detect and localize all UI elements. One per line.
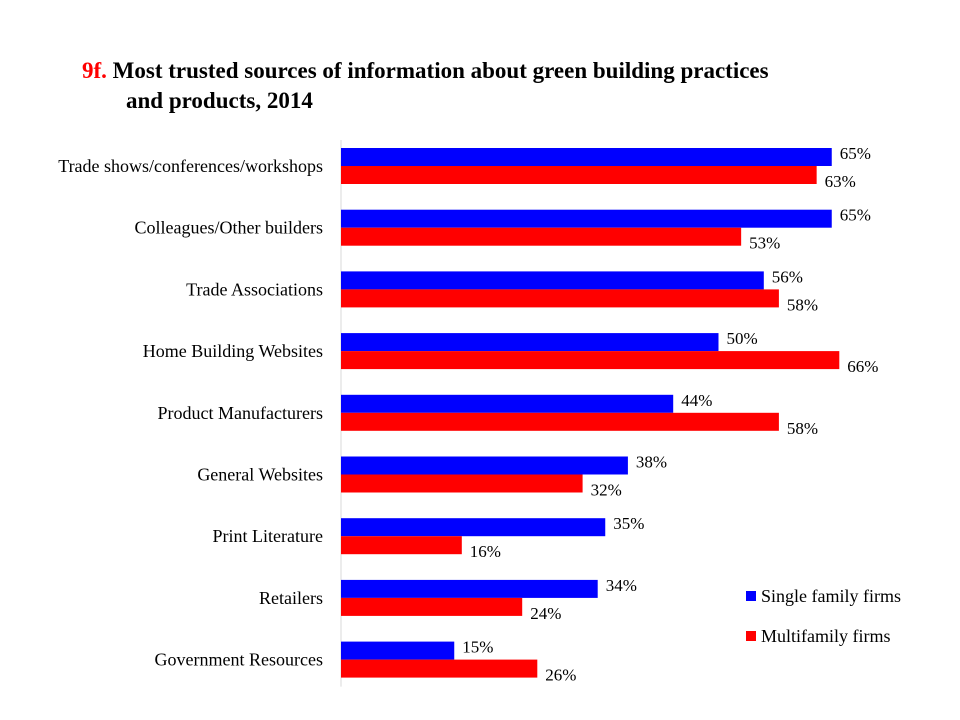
- chart-title-line1: Most trusted sources of information abou…: [112, 58, 769, 83]
- data-label-single-family-firms-trade-shows-conferences-workshops: 65%: [840, 144, 871, 163]
- bar-single-family-firms-colleagues-other-builders: [341, 209, 832, 228]
- data-label-single-family-firms-government-resources: 15%: [462, 638, 493, 657]
- bar-single-family-firms-trade-associations: [341, 271, 764, 290]
- bar-multifamily-firms-home-building-websites: [341, 351, 840, 370]
- bar-single-family-firms-retailers: [341, 579, 598, 598]
- data-label-multifamily-firms-product-manufacturers: 58%: [787, 419, 818, 438]
- category-label-print-literature: Print Literature: [213, 526, 323, 546]
- category-label-retailers: Retailers: [259, 588, 323, 608]
- chart-title-line2: and products, 2014: [126, 88, 313, 113]
- bar-multifamily-firms-trade-shows-conferences-workshops: [341, 166, 817, 184]
- data-label-multifamily-firms-retailers: 24%: [530, 604, 561, 623]
- data-label-multifamily-firms-trade-shows-conferences-workshops: 63%: [825, 172, 856, 191]
- legend-label-single-family-firms: Single family firms: [761, 586, 901, 606]
- chart-title-number: 9f.: [82, 58, 107, 83]
- data-label-multifamily-firms-trade-associations: 58%: [787, 295, 818, 314]
- bar-single-family-firms-product-manufacturers: [341, 394, 674, 413]
- bar-single-family-firms-print-literature: [341, 518, 606, 537]
- chart-title: 9f. Most trusted sources of information …: [82, 56, 922, 116]
- data-label-multifamily-firms-print-literature: 16%: [470, 542, 501, 561]
- bar-multifamily-firms-colleagues-other-builders: [341, 227, 742, 246]
- bar-multifamily-firms-trade-associations: [341, 289, 779, 308]
- data-label-single-family-firms-product-manufacturers: 44%: [681, 391, 712, 410]
- bar-multifamily-firms-product-manufacturers: [341, 412, 779, 431]
- bar-single-family-firms-government-resources: [341, 641, 455, 660]
- category-label-trade-associations: Trade Associations: [186, 279, 323, 299]
- data-label-single-family-firms-trade-associations: 56%: [772, 267, 803, 286]
- data-label-multifamily-firms-home-building-websites: 66%: [847, 357, 878, 376]
- bar-multifamily-firms-retailers: [341, 597, 523, 616]
- data-label-single-family-firms-colleagues-other-builders: 65%: [840, 206, 871, 225]
- data-label-single-family-firms-general-websites: 38%: [636, 453, 667, 472]
- bar-multifamily-firms-print-literature: [341, 536, 462, 555]
- category-label-general-websites: General Websites: [197, 465, 323, 485]
- data-label-multifamily-firms-government-resources: 26%: [545, 666, 576, 685]
- legend-label-multifamily-firms: Multifamily firms: [761, 626, 891, 646]
- data-label-single-family-firms-home-building-websites: 50%: [727, 329, 758, 348]
- bar-single-family-firms-home-building-websites: [341, 333, 719, 352]
- data-label-single-family-firms-retailers: 34%: [606, 576, 637, 595]
- bar-multifamily-firms-government-resources: [341, 659, 538, 678]
- legend-swatch-single-family-firms: [746, 591, 756, 601]
- data-label-single-family-firms-print-literature: 35%: [613, 514, 644, 533]
- category-label-government-resources: Government Resources: [155, 650, 323, 670]
- legend-swatch-multifamily-firms: [746, 631, 756, 641]
- bar-multifamily-firms-general-websites: [341, 474, 583, 493]
- bar-single-family-firms-general-websites: [341, 456, 628, 475]
- category-label-colleagues-other-builders: Colleagues/Other builders: [135, 218, 323, 238]
- category-label-product-manufacturers: Product Manufacturers: [158, 403, 323, 423]
- data-label-multifamily-firms-general-websites: 32%: [591, 481, 622, 500]
- category-label-trade-shows-conferences-workshops: Trade shows/conferences/workshops: [58, 156, 323, 176]
- category-label-home-building-websites: Home Building Websites: [143, 341, 323, 361]
- data-label-multifamily-firms-colleagues-other-builders: 53%: [749, 234, 780, 253]
- bar-single-family-firms-trade-shows-conferences-workshops: [341, 148, 832, 166]
